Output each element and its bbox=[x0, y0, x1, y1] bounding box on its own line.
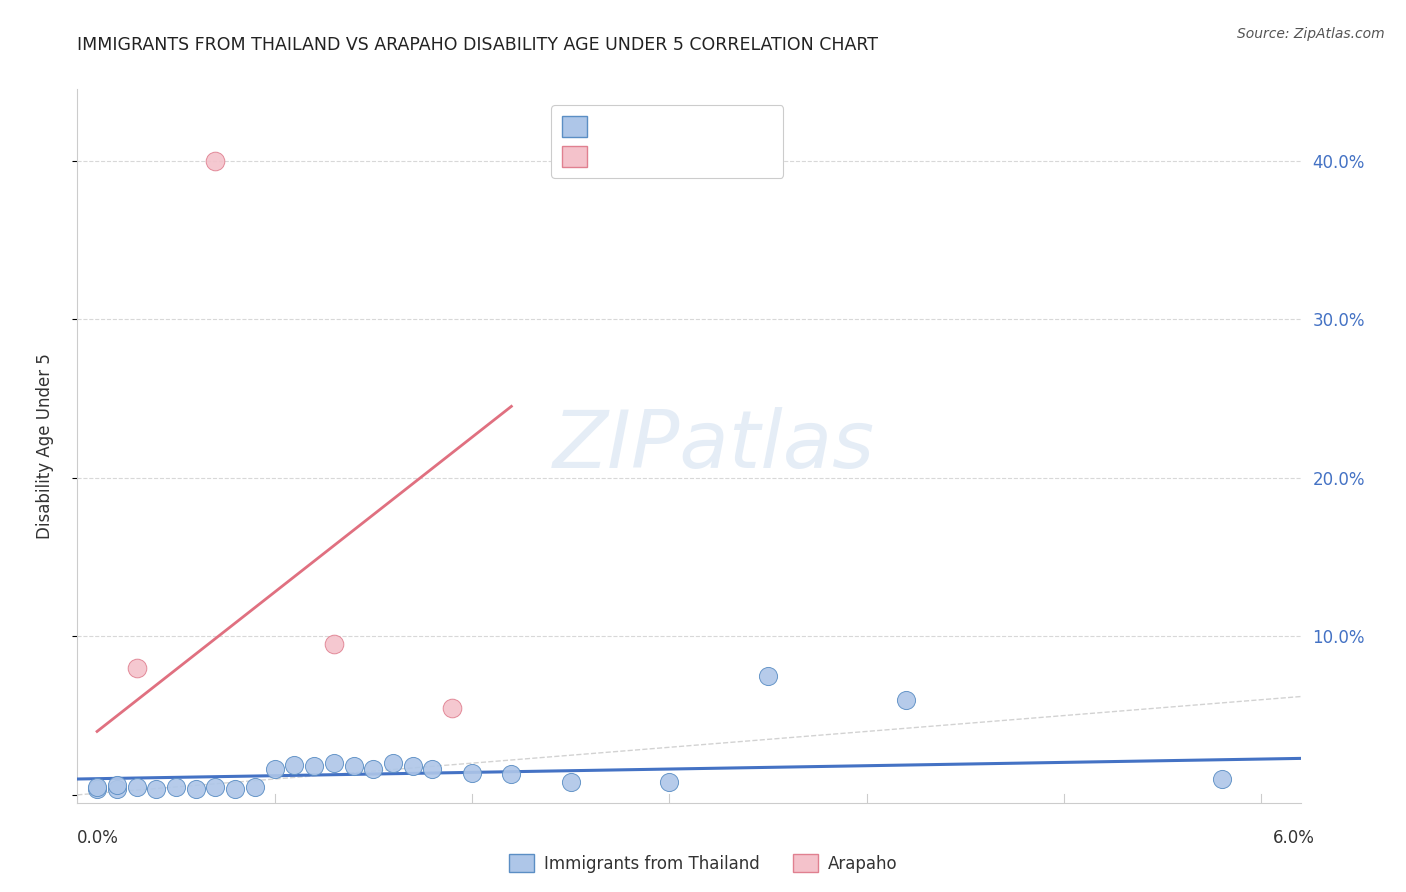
Point bbox=[402, 759, 425, 773]
Point bbox=[263, 763, 285, 777]
Point bbox=[501, 767, 523, 781]
Y-axis label: Disability Age Under 5: Disability Age Under 5 bbox=[35, 353, 53, 539]
Point bbox=[461, 765, 484, 780]
Point bbox=[361, 763, 384, 777]
Point bbox=[145, 781, 167, 796]
Point bbox=[243, 780, 266, 794]
Text: IMMIGRANTS FROM THAILAND VS ARAPAHO DISABILITY AGE UNDER 5 CORRELATION CHART: IMMIGRANTS FROM THAILAND VS ARAPAHO DISA… bbox=[77, 36, 879, 54]
Point bbox=[322, 637, 344, 651]
Text: 0.319: 0.319 bbox=[623, 153, 675, 172]
Point bbox=[165, 780, 187, 794]
Point bbox=[125, 661, 148, 675]
Point bbox=[322, 756, 344, 771]
Text: R =: R = bbox=[598, 112, 636, 129]
Legend: Immigrants from Thailand, Arapaho: Immigrants from Thailand, Arapaho bbox=[502, 847, 904, 880]
Point bbox=[894, 692, 917, 706]
Legend:                               ,                               : , bbox=[551, 105, 783, 178]
Point bbox=[560, 775, 582, 789]
Point bbox=[1211, 772, 1233, 786]
Point bbox=[204, 780, 226, 794]
Point bbox=[86, 780, 108, 794]
Text: ZIPatlas: ZIPatlas bbox=[553, 407, 875, 485]
Point bbox=[441, 700, 464, 714]
Text: 6.0%: 6.0% bbox=[1272, 829, 1315, 847]
Point bbox=[756, 669, 779, 683]
Point bbox=[224, 781, 246, 796]
Text: R =: R = bbox=[598, 153, 636, 172]
Point bbox=[105, 778, 128, 792]
Point bbox=[302, 759, 325, 773]
Point bbox=[283, 757, 305, 772]
Text: N =: N = bbox=[675, 153, 716, 172]
Point bbox=[86, 781, 108, 796]
Point bbox=[125, 780, 148, 794]
Text: N =: N = bbox=[675, 112, 716, 129]
Text: 5: 5 bbox=[713, 153, 724, 172]
Text: 27: 27 bbox=[706, 112, 728, 129]
Point bbox=[422, 763, 444, 777]
Text: 0.0%: 0.0% bbox=[77, 829, 120, 847]
Point bbox=[204, 153, 226, 168]
Point bbox=[382, 756, 405, 771]
Point bbox=[105, 781, 128, 796]
Point bbox=[184, 781, 207, 796]
Text: Source: ZipAtlas.com: Source: ZipAtlas.com bbox=[1237, 27, 1385, 41]
Point bbox=[658, 775, 681, 789]
Text: 0.246: 0.246 bbox=[623, 112, 675, 129]
Point bbox=[342, 759, 364, 773]
